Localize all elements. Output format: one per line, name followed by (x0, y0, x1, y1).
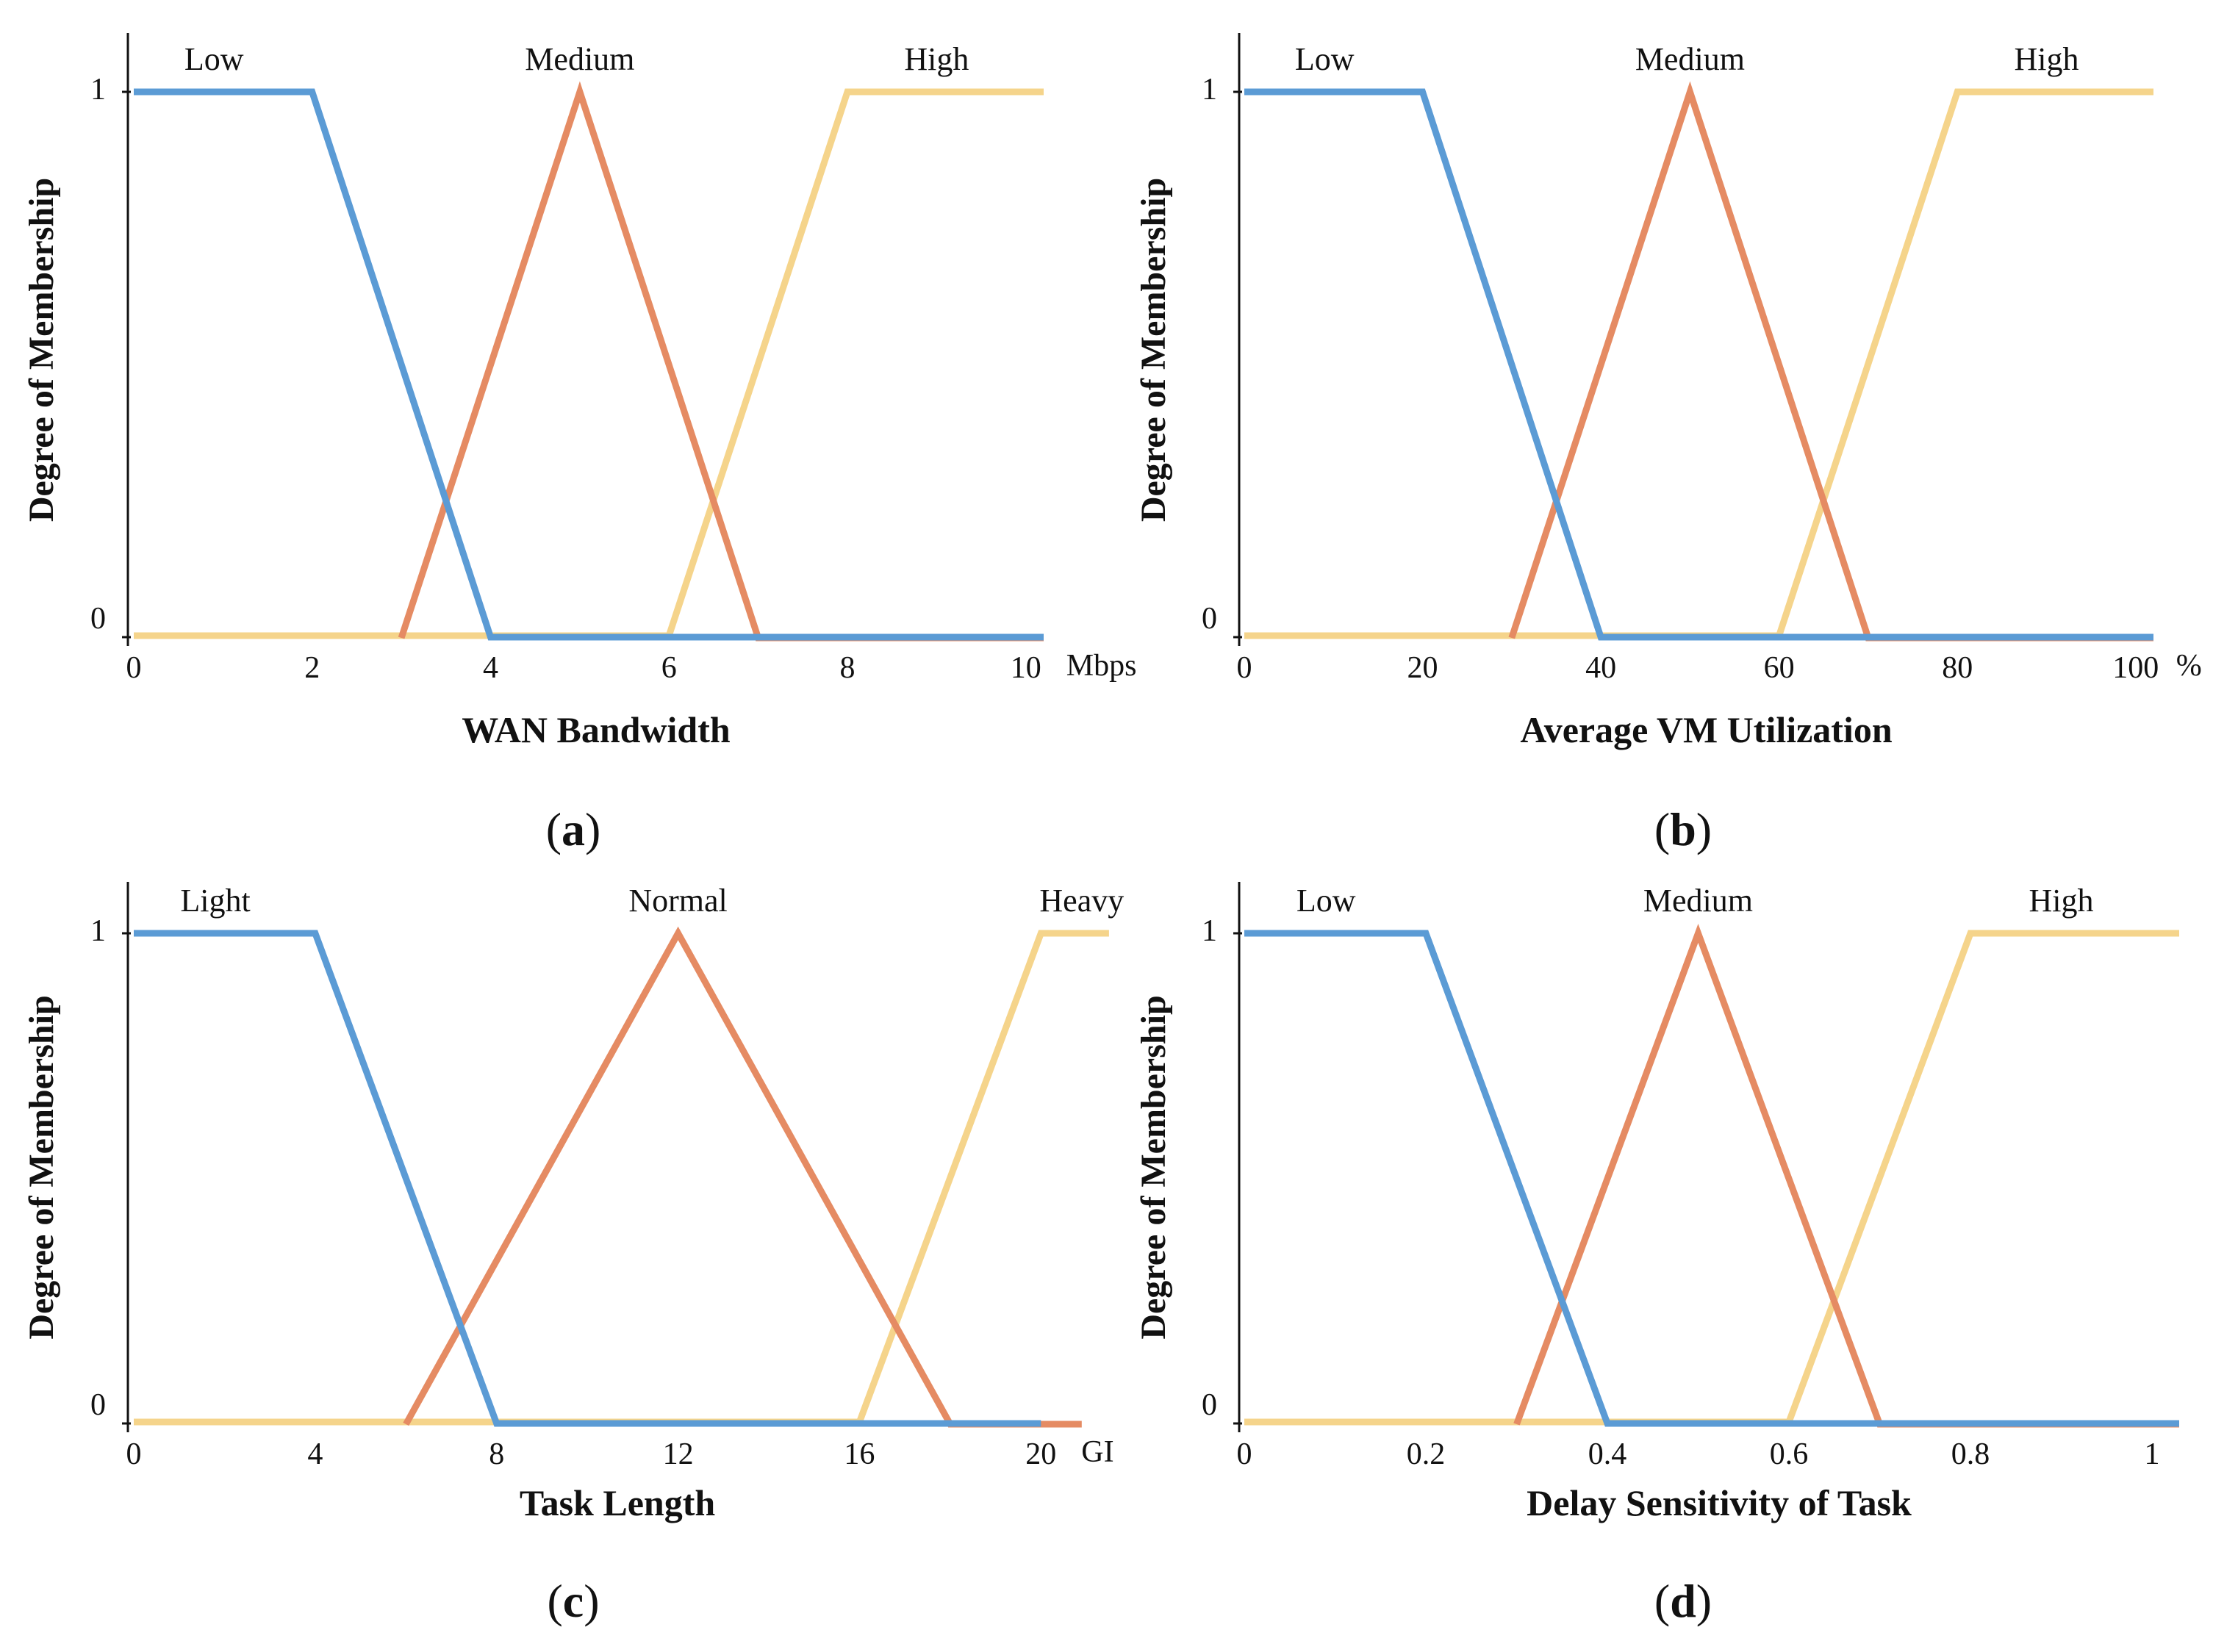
x-tick-label: 6 (661, 651, 677, 685)
y-axis-title: Degree of Membership (22, 995, 61, 1339)
x-tick-label: 20 (1407, 651, 1438, 685)
x-tick-label: 20 (1025, 1437, 1056, 1471)
chart-panel-d: Low Medium High 0 1 0 0.2 0.4 0.6 0.8 1 Degree of M… (1134, 882, 2179, 1627)
x-axis-title: WAN Bandwidth (462, 709, 731, 750)
y-tick-label: 0 (1202, 602, 1217, 636)
series-line-low (1244, 88, 2153, 641)
membership-label-low: Low (184, 41, 244, 77)
series-line-high (1244, 88, 2153, 639)
x-tick-label: 0 (126, 1437, 142, 1471)
x-axis-title: Delay Sensitivity of Task (1527, 1482, 1912, 1523)
x-tick-label: 100 (2112, 651, 2159, 685)
membership-label-light: Light (180, 883, 250, 919)
y-tick-label: 1 (90, 73, 106, 107)
x-tick-label: 0.2 (1407, 1437, 1446, 1471)
y-tick-label: 1 (1202, 73, 1217, 107)
x-axis-title: Task Length (520, 1482, 716, 1523)
x-tick-label: 8 (839, 651, 855, 685)
y-axis-title: Degree of Membership (1134, 995, 1173, 1339)
membership-label-medium: Medium (1635, 41, 1745, 77)
membership-label-medium: Medium (1643, 883, 1753, 919)
y-tick-label: 0 (90, 1388, 106, 1422)
panel-caption: (a) (546, 803, 601, 855)
series-line-low (1244, 930, 2179, 1427)
membership-label-high: High (2014, 41, 2079, 77)
y-tick-label: 0 (1202, 1388, 1217, 1422)
membership-label-high: High (904, 41, 969, 77)
panel-caption: (b) (1654, 803, 1712, 855)
y-axis-title: Degree of Membership (22, 178, 61, 522)
x-tick-label: 2 (304, 651, 320, 685)
x-tick-label: 8 (489, 1437, 504, 1471)
membership-label-high: High (2029, 883, 2093, 919)
series-line-light (134, 930, 1041, 1427)
x-axis-title: Average VM Utilization (1520, 709, 1893, 750)
x-tick-label: 12 (663, 1437, 694, 1471)
x-unit-label: Mbps (1066, 649, 1137, 683)
x-tick-label: 60 (1764, 651, 1795, 685)
panel-caption: (c) (547, 1575, 599, 1627)
y-tick-label: 0 (90, 602, 106, 636)
x-unit-label: % (2176, 649, 2202, 683)
x-tick-label: 16 (844, 1437, 875, 1471)
series-line-normal (403, 926, 1082, 1428)
x-tick-label: 0 (1237, 651, 1252, 685)
panel-caption: (d) (1654, 1575, 1712, 1627)
series-line-low (134, 88, 1044, 641)
series-line-heavy (134, 930, 1109, 1426)
membership-label-medium: Medium (525, 41, 634, 77)
series-line-high (1244, 930, 2179, 1426)
x-tick-label: 10 (1011, 651, 1041, 685)
x-tick-label: 1 (2144, 1437, 2159, 1471)
membership-label-low: Low (1295, 41, 1355, 77)
membership-label-low: Low (1296, 883, 1356, 919)
series-line-medium (1508, 81, 2153, 642)
y-axis-title: Degree of Membership (1134, 178, 1173, 522)
series-line-medium (398, 81, 1044, 642)
x-tick-label: 0.8 (1951, 1437, 1990, 1471)
membership-label-normal: Normal (628, 883, 727, 919)
x-tick-label: 4 (483, 651, 498, 685)
x-tick-label: 0 (126, 651, 142, 685)
x-tick-label: 0 (1237, 1437, 1252, 1471)
x-tick-label: 4 (307, 1437, 323, 1471)
series-line-medium (1513, 924, 2179, 1428)
x-tick-label: 80 (1942, 651, 1973, 685)
membership-label-heavy: Heavy (1039, 883, 1124, 919)
chart-panel-c: Light Normal Heavy 0 1 0 4 8 12 16 20 GI Degree of M… (22, 882, 1124, 1627)
x-unit-label: GI (1081, 1435, 1113, 1469)
x-tick-label: 0.6 (1770, 1437, 1809, 1471)
x-tick-label: 40 (1585, 651, 1616, 685)
x-tick-label: 0.4 (1588, 1437, 1627, 1471)
series-line-high (134, 88, 1044, 639)
y-tick-label: 1 (1202, 914, 1217, 948)
y-tick-label: 1 (90, 914, 106, 948)
